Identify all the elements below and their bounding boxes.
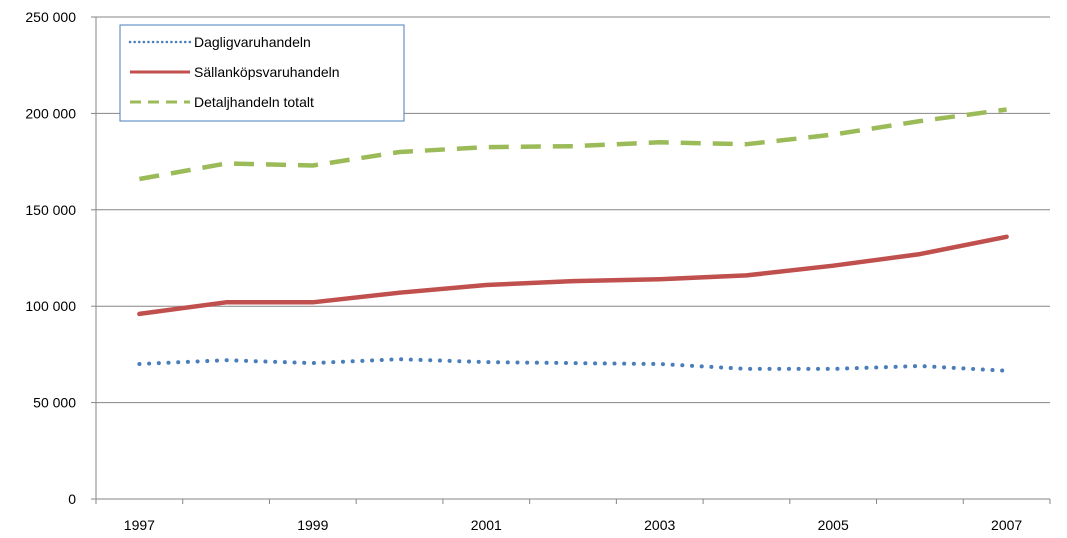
x-tick-label: 2001	[471, 517, 502, 533]
x-tick-label: 2003	[644, 517, 675, 533]
y-tick-label: 100 000	[25, 298, 76, 314]
legend-label: Detaljhandeln totalt	[194, 94, 314, 110]
series-lines	[137, 107, 1009, 373]
x-tick-label: 2007	[991, 517, 1022, 533]
legend-label: Dagligvaruhandeln	[194, 34, 311, 50]
x-tick-label: 1999	[297, 517, 328, 533]
y-tick-label: 150 000	[25, 202, 76, 218]
axes: 0 50 000 100 000 150 000 200 000 250 000 1997 1…	[25, 9, 1051, 533]
series-line-3	[139, 107, 1007, 182]
x-tick-label: 1997	[124, 517, 155, 533]
legend-label: Sällanköpsvaruhandeln	[194, 64, 340, 80]
y-tick-label: 200 000	[25, 105, 76, 121]
y-tick-label: 0	[68, 491, 76, 507]
legend: Dagligvaruhandeln Sällanköpsvaruhandeln De…	[119, 24, 405, 122]
series-line-1	[137, 357, 1009, 373]
x-tick-label: 2005	[818, 517, 849, 533]
y-tick-label: 250 000	[25, 9, 76, 25]
series-line-2	[137, 234, 1009, 317]
y-tick-label: 50 000	[33, 395, 76, 411]
